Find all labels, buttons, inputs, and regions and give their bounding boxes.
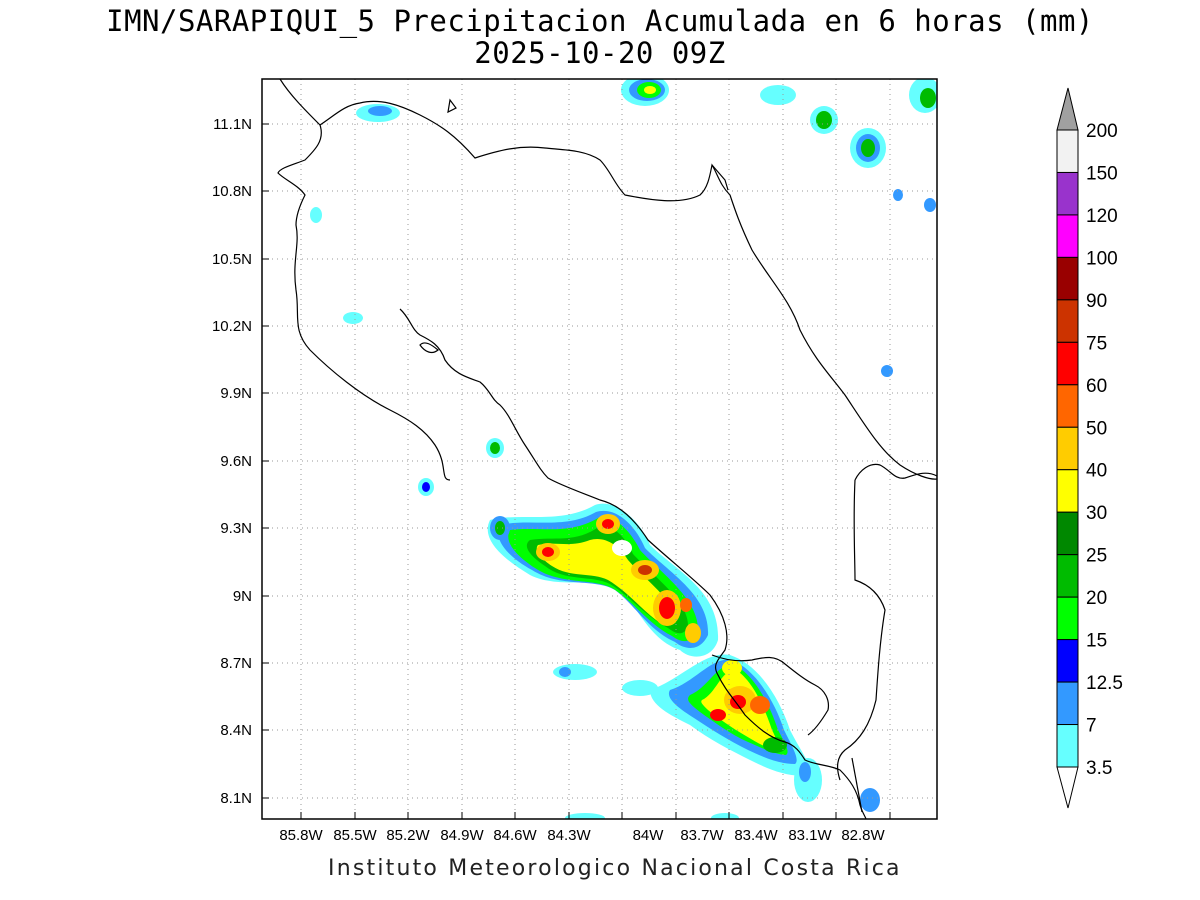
colorbar-label: 90 bbox=[1086, 291, 1107, 312]
colorbar-label: 75 bbox=[1086, 333, 1107, 354]
lon-label: 85.8W bbox=[279, 827, 323, 844]
map-title: IMN/SARAPIQUI_5 Precipitacion Acumulada … bbox=[106, 4, 1094, 38]
lat-label: 10.5N bbox=[212, 251, 252, 268]
colorbar-segment bbox=[1056, 639, 1079, 683]
lat-label: 10.8N bbox=[212, 183, 252, 200]
lon-label: 85.2W bbox=[386, 827, 430, 844]
colorbar-label: 12.5 bbox=[1086, 673, 1123, 694]
lat-label: 10.2N bbox=[212, 318, 252, 335]
lon-label: 83.7W bbox=[680, 827, 724, 844]
axis-ticks bbox=[262, 123, 891, 819]
colorbar-label: 40 bbox=[1086, 461, 1107, 482]
lon-label: 85.5W bbox=[333, 827, 377, 844]
colorbar-label: 20 bbox=[1086, 588, 1107, 609]
colorbar: 200 150 120 100 90 75 60 50 40 30 25 20 15 12.5 7 3.5 bbox=[1056, 87, 1123, 809]
colorbar-label: 15 bbox=[1086, 631, 1107, 652]
lon-label: 83.4W bbox=[734, 827, 778, 844]
colorbar-label: 60 bbox=[1086, 376, 1107, 397]
colorbar-label: 30 bbox=[1086, 503, 1107, 524]
colorbar-segment bbox=[1056, 554, 1079, 598]
colorbar-label: 150 bbox=[1086, 163, 1118, 184]
colorbar-segment bbox=[1056, 384, 1079, 428]
colorbar-segment bbox=[1056, 511, 1079, 556]
colorbar-label: 100 bbox=[1086, 248, 1118, 269]
colorbar-segment bbox=[1056, 129, 1079, 173]
colorbar-over-arrow bbox=[1056, 87, 1079, 131]
lat-label: 9.3N bbox=[220, 520, 252, 537]
colorbar-segment bbox=[1056, 469, 1079, 513]
lat-label: 9N bbox=[233, 588, 252, 605]
lat-label: 8.7N bbox=[220, 655, 252, 672]
lat-lon-grid bbox=[262, 79, 937, 819]
lat-label: 9.9N bbox=[220, 385, 252, 402]
colorbar-segment bbox=[1056, 681, 1079, 726]
lon-label: 84.6W bbox=[493, 827, 537, 844]
colorbar-label: 120 bbox=[1086, 206, 1118, 227]
colorbar-segment bbox=[1056, 256, 1079, 301]
precipitation-field bbox=[310, 79, 937, 819]
colorbar-label: 3.5 bbox=[1086, 758, 1112, 779]
lon-label: 82.8W bbox=[841, 827, 885, 844]
colorbar-segment bbox=[1056, 299, 1079, 343]
lon-labels: 85.8W 85.5W 85.2W 84.9W 84.6W 84.3W 84W … bbox=[279, 827, 885, 844]
lon-label: 84.3W bbox=[547, 827, 591, 844]
colorbar-label: 200 bbox=[1086, 121, 1118, 142]
colorbar-segment bbox=[1056, 426, 1079, 471]
colorbar-segment bbox=[1056, 341, 1079, 386]
colorbar-segment bbox=[1056, 214, 1079, 258]
lon-label: 84W bbox=[633, 827, 665, 844]
coastlines bbox=[277, 79, 937, 819]
colorbar-label: 7 bbox=[1086, 716, 1097, 737]
map-frame bbox=[261, 78, 938, 820]
map-valid-time: 2025-10-20 09Z bbox=[474, 36, 726, 70]
lat-label: 8.1N bbox=[220, 790, 252, 807]
lat-label: 11.1N bbox=[213, 116, 252, 133]
colorbar-label: 50 bbox=[1086, 418, 1107, 439]
colorbar-segment bbox=[1056, 724, 1079, 768]
footer-credit: Instituto Meteorologico Nacional Costa R… bbox=[328, 856, 902, 881]
colorbar-under-arrow bbox=[1056, 766, 1079, 809]
lat-label: 9.6N bbox=[220, 453, 252, 470]
lon-label: 83.1W bbox=[788, 827, 832, 844]
colorbar-segment bbox=[1056, 596, 1079, 641]
colorbar-segment bbox=[1056, 171, 1079, 216]
lat-label: 8.4N bbox=[220, 722, 252, 739]
lon-label: 84.9W bbox=[440, 827, 484, 844]
lat-labels: 11.1N 10.8N 10.5N 10.2N 9.9N 9.6N 9.3N 9… bbox=[212, 116, 252, 807]
colorbar-label: 25 bbox=[1086, 546, 1107, 567]
